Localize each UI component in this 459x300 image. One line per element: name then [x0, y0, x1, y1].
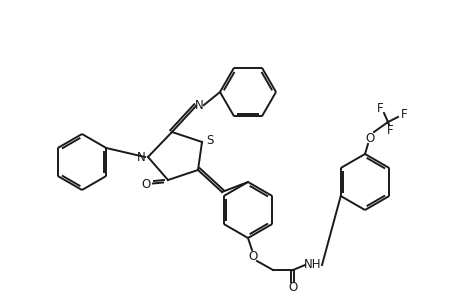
Text: O: O: [141, 178, 150, 190]
Text: N: N: [136, 151, 145, 164]
Text: S: S: [206, 134, 213, 146]
Text: N: N: [194, 98, 203, 112]
Text: O: O: [364, 131, 374, 145]
Text: O: O: [288, 281, 297, 295]
Text: F: F: [400, 107, 406, 121]
Text: F: F: [376, 101, 382, 115]
Text: O: O: [248, 250, 257, 262]
Text: F: F: [386, 124, 392, 136]
Text: NH: NH: [303, 259, 321, 272]
